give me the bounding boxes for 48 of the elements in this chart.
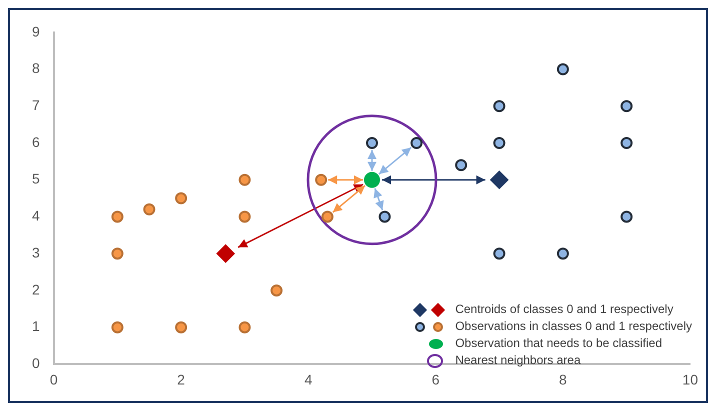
- point: [493, 137, 506, 149]
- point: [315, 174, 328, 186]
- point: [238, 210, 251, 223]
- point: [556, 248, 569, 260]
- point: [620, 100, 633, 112]
- legend-label: Nearest neighbors area: [455, 352, 581, 369]
- point: [175, 192, 188, 204]
- point: [175, 321, 188, 334]
- y-tick-label: 3: [32, 244, 40, 260]
- legend-label: Observations in classes 0 and 1 respectively: [455, 318, 692, 335]
- point: [306, 114, 438, 246]
- x-tick-label: 2: [177, 371, 186, 388]
- point: [238, 174, 251, 186]
- point: [216, 244, 235, 263]
- point: [620, 210, 633, 223]
- point: [270, 284, 283, 296]
- point: [410, 137, 423, 149]
- point: [620, 137, 633, 149]
- y-tick-label: 6: [32, 134, 40, 150]
- point: [143, 203, 156, 216]
- y-tick-label: 5: [32, 170, 40, 187]
- y-tick-label: 8: [32, 60, 40, 76]
- legend-label: Centroids of classes 0 and 1 respectively: [455, 301, 674, 318]
- x-tick-label: 6: [432, 371, 440, 388]
- point: [490, 170, 508, 189]
- x-tick-label: 0: [50, 371, 58, 388]
- point: [455, 159, 468, 172]
- point: [378, 210, 391, 223]
- point: [238, 321, 251, 334]
- x-tick-label: 8: [559, 371, 568, 388]
- point: [321, 210, 334, 223]
- y-tick-label: 9: [32, 23, 40, 40]
- y-tick-label: 0: [32, 355, 40, 372]
- x-tick-label: 4: [304, 371, 312, 388]
- y-tick-label: 1: [32, 318, 40, 334]
- y-tick-label: 7: [32, 96, 40, 113]
- point: [111, 210, 124, 223]
- y-tick-label: 2: [32, 281, 40, 298]
- x-tick-label: 10: [682, 371, 698, 388]
- legend-label: Observation that needs to be classified: [455, 335, 662, 352]
- point: [493, 248, 506, 260]
- point: [111, 248, 124, 260]
- point: [493, 100, 506, 112]
- point: [364, 172, 380, 188]
- point: [556, 63, 569, 76]
- point: [111, 321, 124, 334]
- y-tick-label: 4: [32, 208, 40, 224]
- point: [366, 137, 378, 149]
